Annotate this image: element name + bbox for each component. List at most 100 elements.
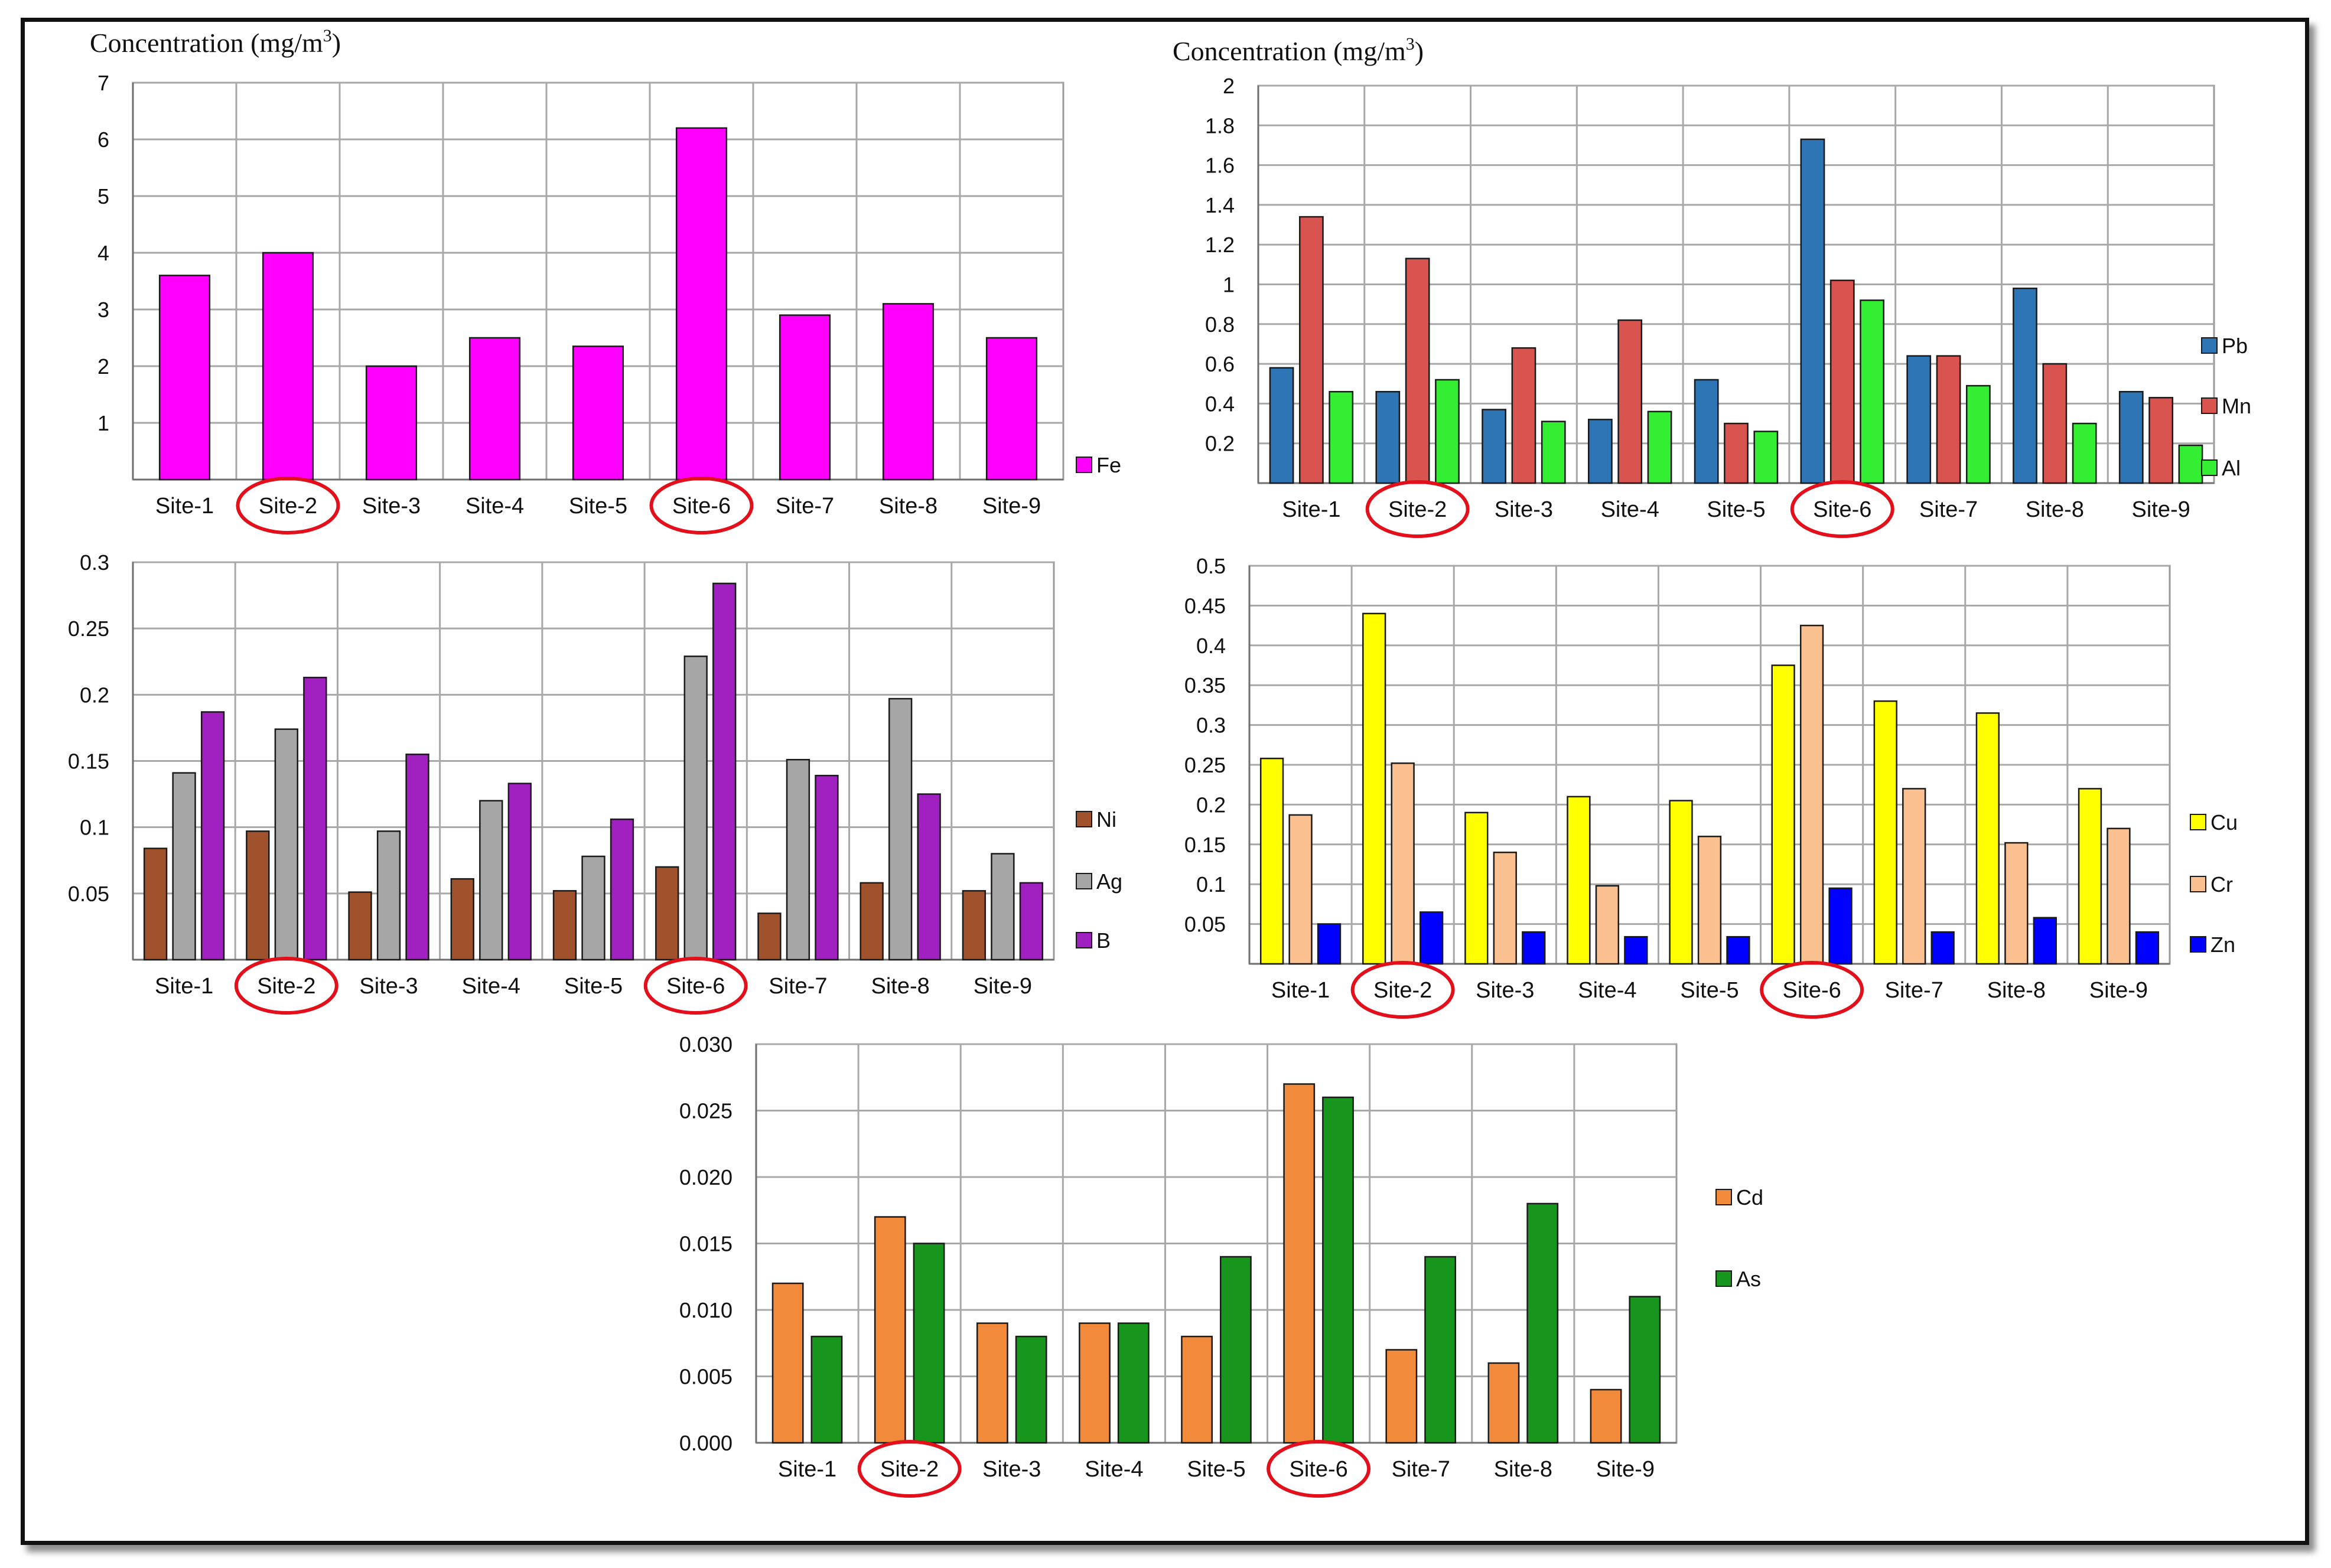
highlight-ellipse (236, 477, 340, 534)
bar-zn-site-3 (1522, 931, 1546, 965)
x-tick-label: Site-3 (359, 974, 418, 999)
bar-ni-site-6 (655, 866, 679, 961)
x-tick-label: Site-4 (1601, 497, 1659, 522)
bar-mn-site-8 (2042, 363, 2068, 484)
y-tick-label: 0.25 (68, 617, 109, 641)
y-tick-label: 0.5 (1196, 554, 1226, 578)
bar-ag-site-4 (479, 800, 503, 961)
bar-ag-site-6 (683, 656, 708, 961)
bar-mn-site-9 (2148, 397, 2173, 484)
bar-b-site-7 (815, 774, 839, 961)
bar-ni-site-2 (246, 830, 270, 961)
bar-b-site-3 (405, 754, 429, 961)
x-tick-label: Site-7 (776, 494, 834, 519)
x-tick-label: Site-7 (1885, 978, 1943, 1003)
bar-pb-site-4 (1588, 419, 1613, 484)
bar-zn-site-5 (1726, 935, 1750, 965)
x-tick-label: Site-6 (672, 494, 731, 519)
bar-cu-site-2 (1362, 612, 1386, 965)
x-tick-label: Site-5 (1707, 497, 1765, 522)
y-tick-label: 0.005 (679, 1365, 732, 1389)
y-tick-label: 0.020 (679, 1165, 732, 1189)
bar-ni-site-7 (757, 912, 782, 961)
bar-b-site-1 (200, 711, 225, 961)
legend-swatch-ag (1076, 873, 1092, 889)
bar-ag-site-2 (274, 728, 298, 961)
highlight-ellipse (1760, 961, 1864, 1019)
bar-cr-site-3 (1493, 852, 1517, 965)
bar-fe-site-2 (262, 252, 314, 481)
legend-swatch-cu (2190, 814, 2206, 830)
y-tick-label: 0.025 (679, 1099, 732, 1123)
y-axis-title: Concentration (mg/m3) (1173, 34, 1424, 66)
bar-cd-site-3 (976, 1322, 1008, 1444)
bar-as-site-1 (810, 1335, 843, 1444)
y-tick-label: 0.015 (679, 1232, 732, 1256)
bar-as-site-7 (1424, 1256, 1457, 1444)
x-tick-label: Site-2 (259, 494, 317, 519)
bar-ni-site-3 (348, 891, 372, 961)
y-tick-label: 0.4 (1196, 634, 1226, 658)
y-tick-label: 0.010 (679, 1298, 732, 1322)
chart-cd-as: 0.000 0.005 0.010 0.015 0.020 0.025 0.030 Site-… (679, 1032, 1763, 1498)
bar-al-site-9 (2178, 444, 2203, 484)
bar-fe-site-7 (779, 314, 831, 481)
x-tick-label: Site-4 (462, 974, 520, 999)
legend-label-al: Al (2222, 456, 2241, 480)
bar-mn-site-5 (1724, 422, 1749, 484)
bar-fe-site-3 (365, 365, 418, 481)
x-tick-label: Site-1 (778, 1457, 836, 1482)
legend-swatch-ni (1076, 811, 1092, 827)
y-tick-label: 0.05 (1184, 912, 1226, 937)
y-tick-label: 0.000 (679, 1431, 732, 1455)
legend-label-b: B (1096, 928, 1111, 953)
bar-fe-site-9 (985, 337, 1038, 481)
y-tick-label: 0.35 (1184, 673, 1226, 697)
bar-cd-site-1 (771, 1282, 804, 1444)
bar-pb-site-8 (2013, 287, 2037, 484)
bar-zn-site-7 (1930, 931, 1955, 965)
y-tick-label: 0.15 (1184, 833, 1226, 857)
y-tick-label: 0.8 (1205, 312, 1235, 337)
y-tick-label: 1 (1223, 273, 1235, 297)
bar-cr-site-7 (1902, 788, 1926, 965)
x-tick-label: Site-2 (1388, 497, 1447, 522)
bar-ni-site-4 (450, 878, 474, 961)
x-tick-label: Site-3 (1495, 497, 1553, 522)
bar-pb-site-9 (2118, 390, 2144, 484)
bar-cr-site-1 (1288, 814, 1313, 965)
bar-al-site-8 (2072, 422, 2097, 484)
y-tick-label: 2 (1223, 74, 1235, 98)
x-tick-label: Site-6 (1782, 978, 1841, 1003)
legend-label-mn: Mn (2222, 394, 2251, 418)
y-axis-title-sup: 3 (323, 26, 332, 45)
bar-al-site-4 (1647, 410, 1672, 484)
bar-mn-site-7 (1936, 355, 1961, 484)
bar-al-site-6 (1860, 299, 1884, 484)
bar-pb-site-6 (1800, 138, 1825, 484)
bar-pb-site-1 (1269, 367, 1294, 484)
x-tick-label: Site-8 (1494, 1457, 1552, 1482)
legend-label-cr: Cr (2210, 872, 2233, 897)
legend-label-pb: Pb (2222, 334, 2248, 358)
bar-cu-site-4 (1567, 796, 1591, 965)
x-tick-label: Site-5 (1680, 978, 1739, 1003)
x-tick-label: Site-3 (362, 494, 421, 519)
highlight-ellipse (234, 957, 338, 1015)
bar-cu-site-3 (1464, 811, 1489, 965)
bar-mn-site-1 (1299, 216, 1324, 484)
y-axis-title-prefix: Concentration (mg/m (1173, 36, 1406, 66)
bar-ag-site-7 (786, 759, 810, 961)
bar-zn-site-4 (1624, 935, 1648, 965)
x-tick-label: Site-2 (1373, 978, 1432, 1003)
y-axis-title-suffix: ) (1415, 36, 1424, 66)
bar-as-site-4 (1117, 1322, 1150, 1444)
y-tick-label: 0.2 (80, 683, 109, 707)
bar-fe-site-8 (882, 303, 935, 481)
x-tick-label: Site-9 (982, 494, 1041, 519)
bar-b-site-8 (917, 793, 941, 961)
bar-cr-site-4 (1595, 885, 1620, 965)
y-tick-label: 1.4 (1205, 193, 1235, 217)
legend-swatch-cr (2190, 876, 2206, 892)
bar-cd-site-5 (1181, 1335, 1213, 1444)
